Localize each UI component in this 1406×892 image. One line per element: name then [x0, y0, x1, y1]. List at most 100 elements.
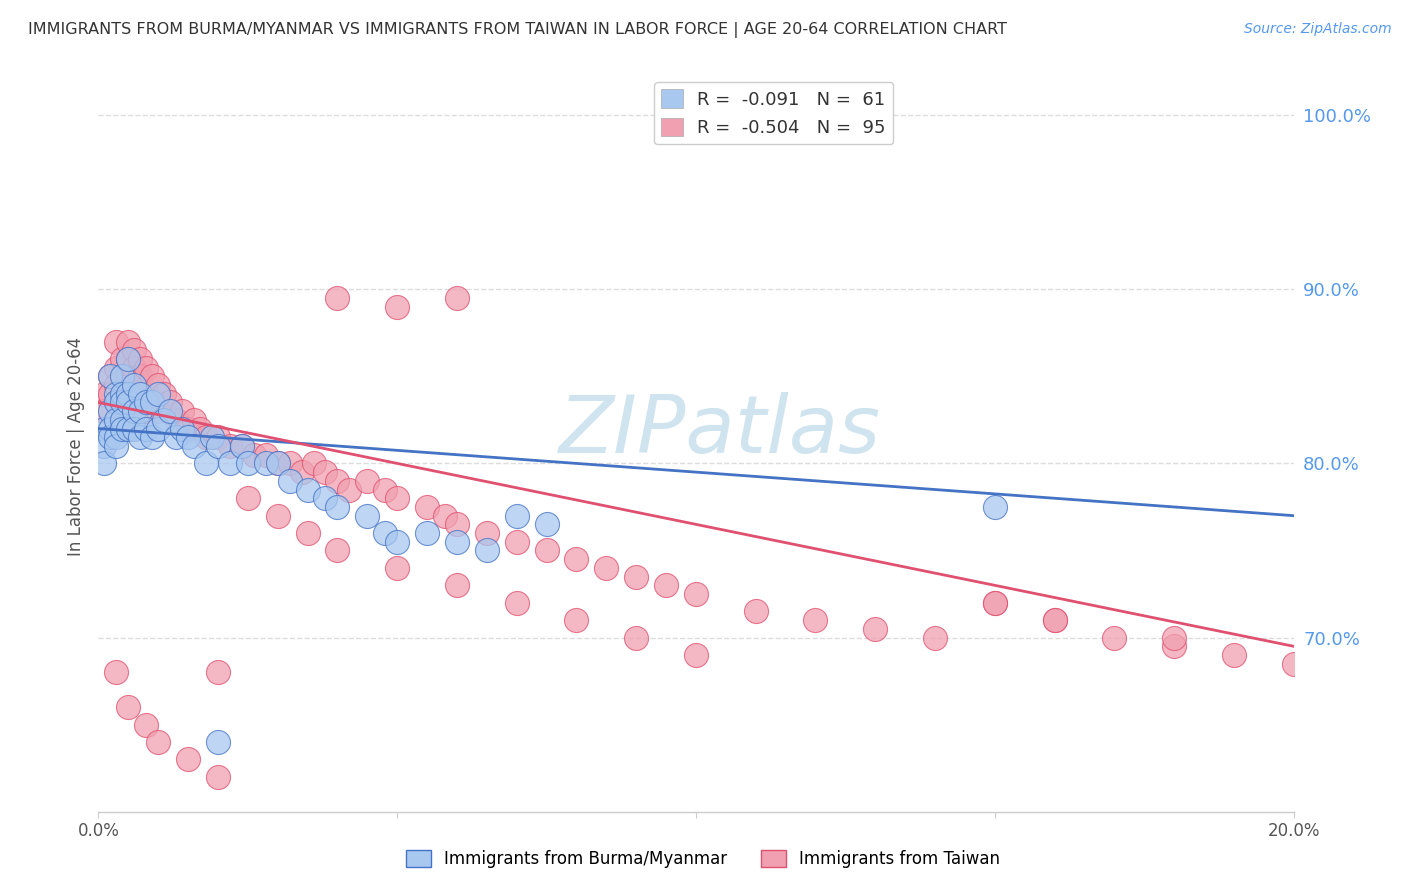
Point	[231, 439, 253, 453]
Point	[685, 587, 707, 601]
Point	[685, 648, 707, 662]
Point	[111, 413, 134, 427]
Y-axis label: In Labor Force | Age 20-64: In Labor Force | Age 20-64	[66, 336, 84, 556]
Text: Source: ZipAtlas.com: Source: ZipAtlas.com	[1244, 22, 1392, 37]
Point	[416, 500, 439, 514]
Point	[117, 351, 139, 366]
Point	[124, 360, 146, 375]
Point	[117, 395, 139, 409]
Point	[1163, 631, 1185, 645]
Point	[475, 543, 498, 558]
Point	[159, 395, 181, 409]
Point	[565, 613, 588, 627]
Point	[141, 395, 163, 409]
Point	[135, 386, 157, 401]
Point	[315, 491, 337, 506]
Point	[865, 622, 887, 636]
Point	[506, 508, 529, 523]
Point	[446, 578, 468, 592]
Point	[165, 430, 187, 444]
Point	[297, 483, 319, 497]
Point	[129, 430, 152, 444]
Point	[129, 351, 152, 366]
Point	[135, 717, 157, 731]
Point	[111, 404, 134, 418]
Point	[98, 430, 122, 444]
Point	[207, 430, 229, 444]
Point	[626, 631, 648, 645]
Point	[153, 413, 176, 427]
Point	[93, 404, 115, 418]
Point	[254, 457, 277, 471]
Point	[207, 665, 229, 680]
Point	[207, 770, 229, 784]
Point	[626, 569, 648, 583]
Point	[177, 421, 200, 435]
Point	[153, 386, 176, 401]
Point	[98, 369, 122, 384]
Point	[148, 404, 170, 418]
Point	[111, 421, 134, 435]
Point	[117, 386, 139, 401]
Point	[117, 700, 139, 714]
Legend: Immigrants from Burma/Myanmar, Immigrants from Taiwan: Immigrants from Burma/Myanmar, Immigrant…	[399, 843, 1007, 875]
Point	[93, 439, 115, 453]
Point	[267, 457, 290, 471]
Point	[111, 369, 134, 384]
Point	[124, 421, 146, 435]
Legend: R =  -0.091   N =  61, R =  -0.504   N =  95: R = -0.091 N = 61, R = -0.504 N = 95	[654, 82, 893, 145]
Point	[984, 500, 1007, 514]
Point	[536, 517, 558, 532]
Text: IMMIGRANTS FROM BURMA/MYANMAR VS IMMIGRANTS FROM TAIWAN IN LABOR FORCE | AGE 20-: IMMIGRANTS FROM BURMA/MYANMAR VS IMMIGRA…	[28, 22, 1007, 38]
Point	[172, 421, 194, 435]
Point	[385, 534, 409, 549]
Text: ZIPatlas: ZIPatlas	[558, 392, 882, 470]
Point	[219, 457, 242, 471]
Point	[924, 631, 946, 645]
Point	[105, 430, 128, 444]
Point	[148, 378, 170, 392]
Point	[446, 517, 468, 532]
Point	[236, 457, 259, 471]
Point	[124, 386, 146, 401]
Point	[183, 439, 205, 453]
Point	[93, 386, 115, 401]
Point	[105, 334, 128, 349]
Point	[984, 596, 1007, 610]
Point	[356, 508, 378, 523]
Point	[98, 421, 122, 435]
Point	[236, 491, 259, 506]
Point	[135, 404, 157, 418]
Point	[117, 386, 139, 401]
Point	[177, 430, 200, 444]
Point	[129, 395, 152, 409]
Point	[111, 386, 134, 401]
Point	[1282, 657, 1305, 671]
Point	[129, 386, 152, 401]
Point	[595, 561, 617, 575]
Point	[536, 543, 558, 558]
Point	[148, 386, 170, 401]
Point	[201, 430, 224, 444]
Point	[129, 404, 152, 418]
Point	[385, 561, 409, 575]
Point	[207, 735, 229, 749]
Point	[267, 508, 290, 523]
Point	[135, 360, 157, 375]
Point	[385, 491, 409, 506]
Point	[177, 752, 200, 766]
Point	[105, 439, 128, 453]
Point	[105, 378, 128, 392]
Point	[124, 378, 146, 392]
Point	[339, 483, 361, 497]
Point	[804, 613, 827, 627]
Point	[93, 421, 115, 435]
Point	[219, 439, 242, 453]
Point	[195, 430, 218, 444]
Point	[98, 386, 122, 401]
Point	[231, 439, 253, 453]
Point	[278, 474, 301, 488]
Point	[446, 291, 468, 305]
Point	[159, 404, 181, 418]
Point	[141, 430, 163, 444]
